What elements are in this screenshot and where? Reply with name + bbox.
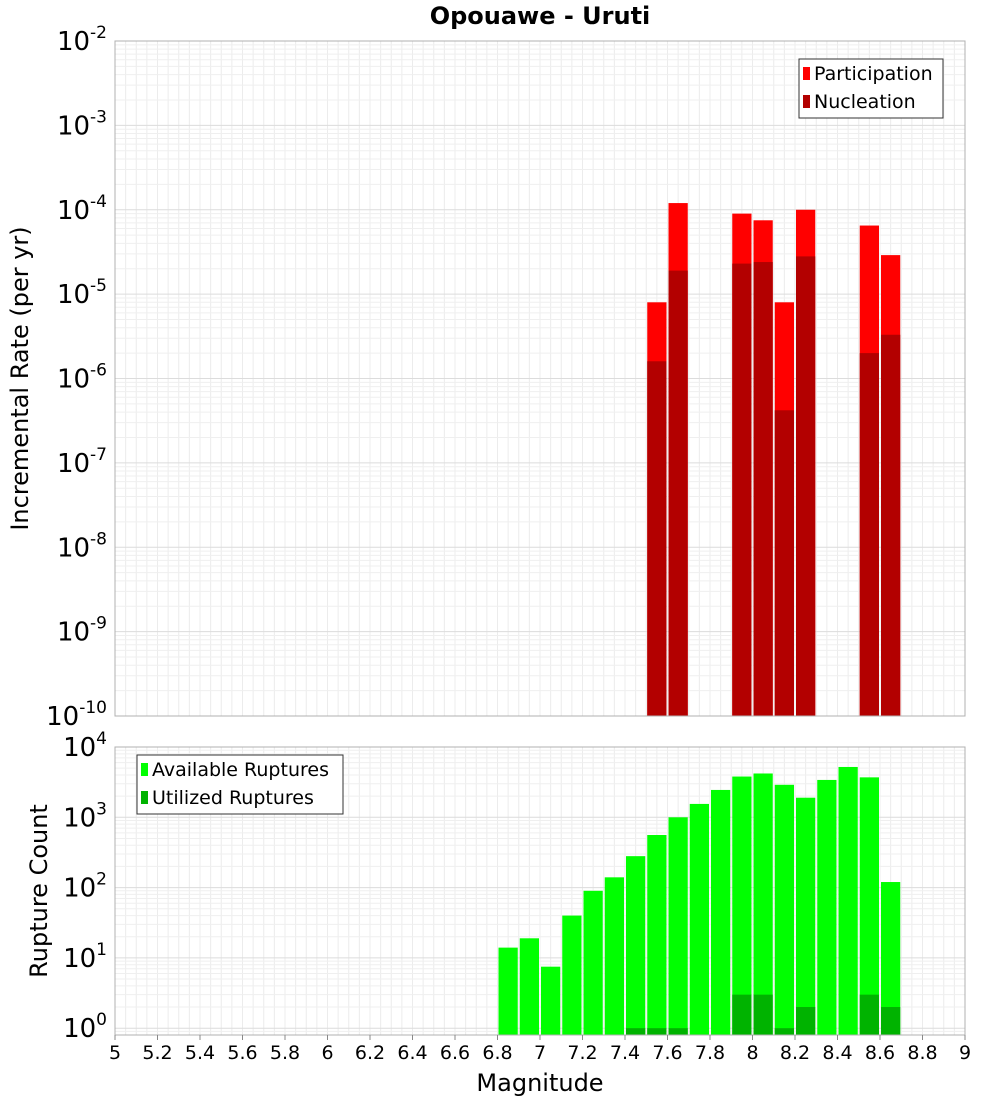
bar-utilized-ruptures bbox=[753, 994, 773, 1035]
x-tick-label: 7.8 bbox=[695, 1042, 725, 1064]
x-tick-label: 6.4 bbox=[397, 1042, 427, 1064]
bar-available-ruptures bbox=[753, 773, 773, 1035]
legend: Available Ruptures Utilized Ruptures bbox=[136, 754, 344, 815]
x-tick-label: 5.6 bbox=[227, 1042, 257, 1064]
bar-nucleation bbox=[732, 263, 752, 716]
bar-available-ruptures bbox=[583, 890, 603, 1035]
legend-label: Participation bbox=[814, 63, 933, 85]
y-tick-label: 10-5 bbox=[57, 276, 107, 310]
x-tick-label: 7.2 bbox=[567, 1042, 597, 1064]
x-tick-label: 5.4 bbox=[185, 1042, 215, 1064]
x-axis: 5 5.2 5.4 5.6 5.8 6 6.2 6.4 6.6 6.8 7 7.2 7.4 7.6 7.8 8… bbox=[109, 1035, 971, 1064]
bar-available-ruptures bbox=[774, 784, 794, 1035]
bar-available-ruptures bbox=[498, 947, 518, 1035]
y-tick-label: 103 bbox=[63, 799, 107, 833]
y-tick-label: 10-6 bbox=[57, 361, 107, 395]
bar-utilized-ruptures bbox=[647, 1028, 667, 1035]
bar-available-ruptures bbox=[859, 777, 879, 1035]
bar-available-ruptures bbox=[626, 856, 646, 1035]
bar-utilized-ruptures bbox=[626, 1028, 646, 1035]
x-tick-label: 8 bbox=[746, 1042, 758, 1064]
x-tick-label: 9 bbox=[959, 1042, 971, 1064]
y-tick-label: 10-9 bbox=[57, 614, 107, 648]
bar-available-ruptures bbox=[647, 834, 667, 1035]
bar-utilized-ruptures bbox=[774, 1028, 794, 1035]
x-axis-label: Magnitude bbox=[476, 1069, 603, 1097]
y-axis-label: Incremental Rate (per yr) bbox=[6, 226, 34, 530]
bar-utilized-ruptures bbox=[859, 994, 879, 1035]
bar-nucleation bbox=[753, 262, 773, 716]
bar-available-ruptures bbox=[519, 938, 539, 1035]
legend: Participation Nucleation bbox=[798, 58, 944, 119]
y-tick-label: 10-7 bbox=[57, 445, 107, 479]
x-tick-label: 5 bbox=[109, 1042, 121, 1064]
bar-available-ruptures bbox=[838, 766, 858, 1035]
bar-available-ruptures bbox=[562, 915, 582, 1035]
legend-box bbox=[136, 754, 344, 815]
legend-box bbox=[798, 58, 944, 119]
bar-nucleation bbox=[796, 256, 816, 716]
bar-available-ruptures bbox=[881, 882, 901, 1035]
panel-rate: 10-10 10-9 10-8 10-7 10-6 10-5 10-4 10-3 10-2 Inc… bbox=[6, 23, 966, 732]
x-tick-label: 6.2 bbox=[355, 1042, 385, 1064]
bar-available-ruptures bbox=[817, 779, 837, 1035]
bar-available-ruptures bbox=[604, 877, 624, 1035]
bar-utilized-ruptures bbox=[668, 1028, 688, 1035]
bar-available-ruptures bbox=[689, 803, 709, 1035]
legend-label: Utilized Ruptures bbox=[152, 787, 314, 809]
y-tick-label: 10-2 bbox=[57, 23, 107, 57]
y-tick-label: 10-4 bbox=[57, 192, 107, 226]
legend-swatch bbox=[141, 791, 148, 804]
legend-swatch bbox=[803, 67, 810, 80]
x-tick-label: 7.4 bbox=[610, 1042, 640, 1064]
x-tick-label: 7.6 bbox=[652, 1042, 682, 1064]
x-tick-label: 7 bbox=[534, 1042, 546, 1064]
y-tick-label: 100 bbox=[63, 1010, 107, 1044]
y-tick-label: 101 bbox=[63, 940, 107, 974]
legend-label: Nucleation bbox=[814, 91, 916, 113]
y-axis-label: Rupture Count bbox=[25, 804, 53, 978]
x-tick-label: 8.6 bbox=[865, 1042, 895, 1064]
bar-available-ruptures bbox=[796, 797, 816, 1035]
bar-available-ruptures bbox=[668, 817, 688, 1035]
legend-label: Available Ruptures bbox=[152, 759, 329, 781]
chart-title: Opouawe - Uruti bbox=[430, 2, 651, 30]
legend-swatch bbox=[803, 95, 810, 108]
y-tick-label: 10-10 bbox=[46, 698, 107, 732]
bar-available-ruptures bbox=[541, 966, 561, 1035]
x-tick-label: 6 bbox=[321, 1042, 333, 1064]
bar-utilized-ruptures bbox=[881, 1007, 901, 1035]
bar-nucleation bbox=[647, 361, 667, 716]
bar-utilized-ruptures bbox=[796, 1007, 816, 1035]
bar-nucleation bbox=[881, 334, 901, 716]
x-tick-label: 8.2 bbox=[780, 1042, 810, 1064]
y-tick-label: 10-3 bbox=[57, 107, 107, 141]
bar-available-ruptures bbox=[711, 789, 731, 1035]
plot-frame bbox=[114, 40, 966, 717]
x-tick-label: 8.8 bbox=[907, 1042, 937, 1064]
y-tick-label: 10-8 bbox=[57, 529, 107, 563]
bar-utilized-ruptures bbox=[732, 994, 752, 1035]
panel-count: 100 101 102 103 104 Rupture Count Available Ru… bbox=[25, 729, 966, 1044]
legend-swatch bbox=[141, 763, 148, 776]
y-tick-label: 102 bbox=[63, 870, 107, 904]
x-tick-label: 5.8 bbox=[270, 1042, 300, 1064]
bar-nucleation bbox=[774, 410, 794, 716]
y-tick-label: 104 bbox=[63, 729, 107, 763]
x-tick-label: 8.4 bbox=[822, 1042, 852, 1064]
x-tick-label: 5.2 bbox=[142, 1042, 172, 1064]
x-tick-label: 6.8 bbox=[482, 1042, 512, 1064]
bar-nucleation bbox=[668, 270, 688, 716]
x-tick-label: 6.6 bbox=[440, 1042, 470, 1064]
bar-nucleation bbox=[859, 353, 879, 716]
bar-available-ruptures bbox=[732, 776, 752, 1035]
